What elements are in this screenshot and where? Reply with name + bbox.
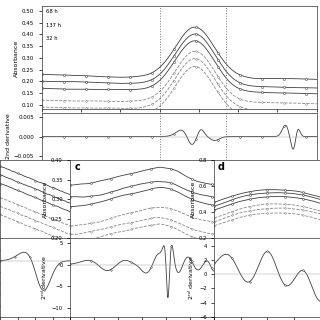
Text: 68 h: 68 h: [46, 10, 58, 14]
Y-axis label: Absorbance: Absorbance: [14, 39, 19, 76]
Text: 32 h: 32 h: [46, 36, 57, 41]
Y-axis label: 2$^{nd}$ derivative: 2$^{nd}$ derivative: [40, 255, 49, 300]
Text: d: d: [218, 162, 225, 172]
Y-axis label: 2$^{nd}$ derivative: 2$^{nd}$ derivative: [187, 255, 196, 300]
Text: 137 h: 137 h: [46, 23, 61, 28]
Y-axis label: Absorbance: Absorbance: [191, 180, 196, 218]
X-axis label: Wavenumber (cm⁻¹): Wavenumber (cm⁻¹): [147, 178, 211, 184]
Text: c: c: [75, 162, 80, 172]
Y-axis label: 2nd derivative: 2nd derivative: [6, 114, 11, 159]
Y-axis label: Absorbance: Absorbance: [43, 180, 48, 218]
